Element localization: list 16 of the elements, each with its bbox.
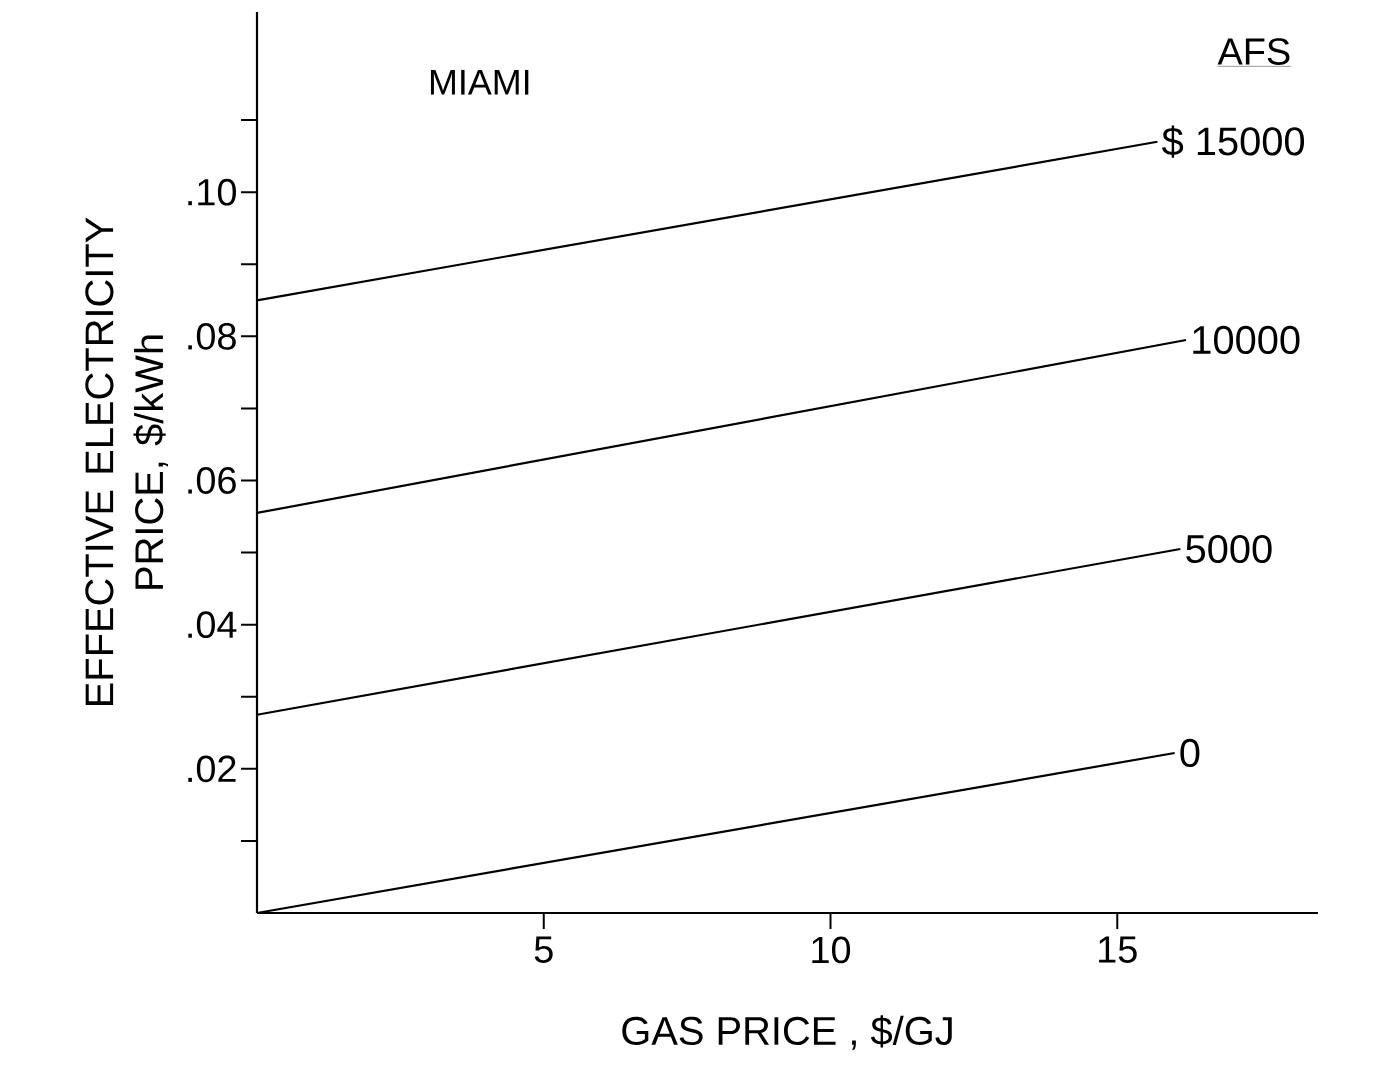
- y-axis-title: EFFECTIVE ELECTRICITY PRICE, $/kWh: [85, 217, 169, 706]
- y-tick-label: .02: [188, 755, 236, 783]
- series-label: 0: [1180, 738, 1200, 768]
- x-tick-label: 10: [812, 936, 851, 964]
- text: MIAMI: [430, 69, 529, 95]
- legend-title: AFS: [1217, 38, 1290, 65]
- x-tick-label: 5: [534, 936, 553, 963]
- series-label: 5000: [1186, 534, 1272, 564]
- series-label: $ 15000: [1162, 125, 1305, 158]
- y-tick-label: .06: [188, 467, 236, 494]
- y-tick-label: .08: [188, 322, 236, 350]
- x-tick-label: 15: [1099, 936, 1137, 963]
- y-tick-label: .10: [188, 178, 236, 206]
- y-tick-label: .04: [188, 611, 237, 639]
- series-label: 10000: [1193, 325, 1300, 355]
- x-axis-title: GAS PRICE , $/GJ: [622, 1015, 952, 1050]
